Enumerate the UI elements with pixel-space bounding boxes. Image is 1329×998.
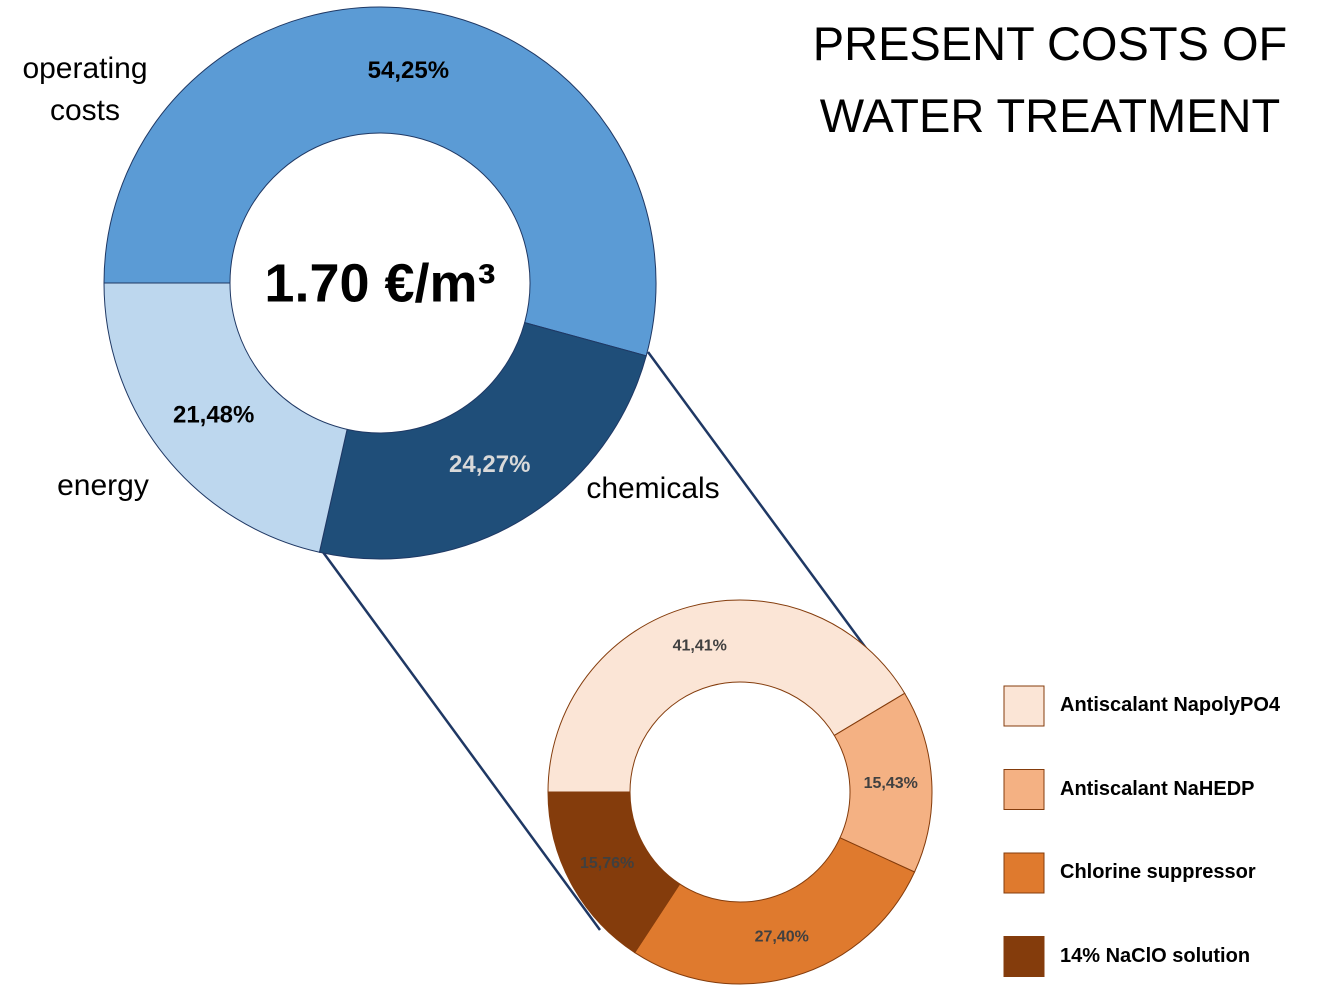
legend-swatch — [1003, 936, 1045, 977]
category-label: chemicals — [586, 472, 720, 505]
center-label: 1.70 €/m³ — [264, 253, 495, 313]
legend-label: Antiscalant NaHEDP — [1060, 777, 1255, 800]
chart-title: PRESENT COSTS OF WATER TREATMENT — [812, 17, 1288, 142]
data-label: 27,40% — [755, 928, 809, 945]
legend-label: 14% NaClO solution — [1060, 944, 1251, 967]
donut-segment — [547, 791, 681, 954]
data-label: 54,25% — [368, 57, 449, 84]
donut-segment — [103, 6, 657, 357]
connector — [318, 547, 602, 931]
data-label: 15,43% — [864, 775, 918, 792]
data-label: 15,76% — [580, 855, 634, 872]
donut-segment — [633, 837, 916, 985]
data-label: 24,27% — [449, 451, 530, 478]
category-label: operating costs — [22, 52, 148, 127]
donut-segment — [103, 282, 348, 553]
legend-swatch — [1003, 769, 1045, 810]
data-label: 41,41% — [673, 638, 727, 655]
legend-swatch — [1003, 852, 1045, 894]
donut-segment — [547, 599, 906, 793]
legend-label: Chlorine suppressor — [1060, 861, 1256, 883]
legend-swatch — [1003, 685, 1045, 727]
category-label: energy — [57, 469, 149, 502]
legend-label: Antiscalant NapolyPO4 — [1060, 694, 1281, 716]
data-label: 21,48% — [173, 401, 254, 428]
donut-segment — [318, 321, 647, 560]
